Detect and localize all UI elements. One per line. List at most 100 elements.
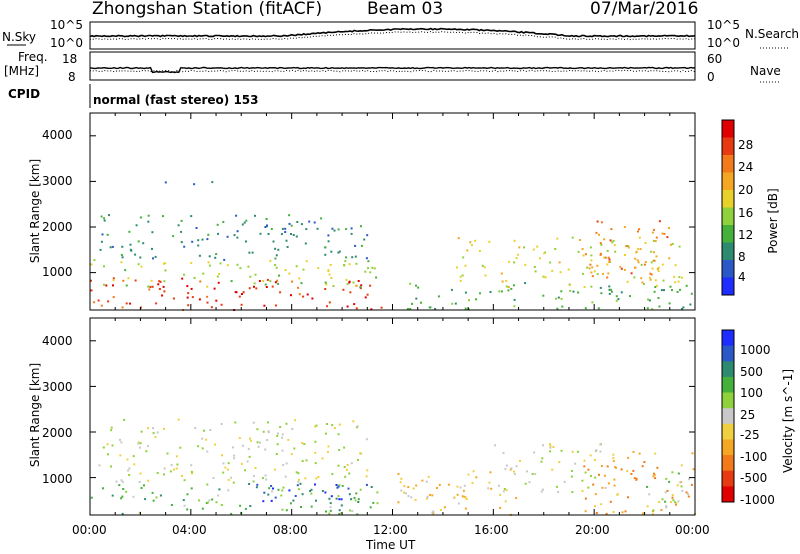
scatter-cell — [510, 287, 513, 290]
scatter-cell — [206, 295, 209, 298]
scatter-cell — [187, 304, 190, 307]
scatter-cell — [365, 475, 368, 478]
noise-sky-label: N.Sky — [2, 30, 37, 44]
velocity-colorbar-frame — [721, 329, 735, 503]
scatter-cell — [125, 490, 128, 493]
scatter-cell — [255, 287, 258, 290]
scatter-cell — [600, 243, 603, 246]
scatter-cell — [498, 484, 500, 487]
scatter-cell — [292, 499, 295, 502]
scatter-cell — [271, 490, 274, 493]
scatter-cell — [581, 490, 584, 492]
scatter-cell — [191, 472, 194, 475]
scatter-cell — [329, 502, 332, 505]
velocity-colorbar-cell — [722, 361, 734, 378]
scatter-cell — [284, 269, 287, 271]
xaxis-label: Time UT — [366, 538, 416, 552]
scatter-cell — [281, 433, 284, 436]
scatter-cell — [655, 255, 658, 258]
scatter-cell — [241, 293, 243, 295]
scatter-cell — [122, 279, 125, 282]
scatter-cell — [463, 484, 466, 487]
noise-right-tick-bottom: 10^0 — [707, 36, 740, 50]
scatter-cell — [630, 272, 633, 275]
scatter-cell — [532, 248, 535, 251]
scatter-cell — [164, 262, 167, 265]
scatter-cell — [369, 284, 372, 287]
scatter-cell — [345, 468, 348, 471]
scatter-cell — [102, 446, 105, 449]
scatter-cell — [451, 302, 454, 305]
scatter-cell — [147, 427, 150, 430]
scatter-cell — [333, 229, 336, 232]
scatter-cell — [567, 268, 570, 271]
scatter-cell — [583, 286, 586, 289]
scatter-cell — [316, 227, 319, 230]
scatter-cell — [281, 449, 284, 452]
scatter-cell — [132, 455, 135, 458]
scatter-cell — [281, 489, 284, 492]
scatter-cell — [489, 291, 492, 293]
scatter-cell — [278, 274, 280, 277]
cpid-label: CPID — [8, 87, 41, 101]
scatter-cell — [211, 181, 214, 184]
scatter-cell — [608, 292, 611, 295]
scatter-cell — [241, 223, 244, 226]
scatter-cell — [447, 483, 450, 486]
power-colorbar-cell — [722, 155, 734, 173]
scatter-cell — [623, 268, 626, 271]
scatter-cell — [193, 183, 196, 186]
scatter-cell — [350, 462, 353, 465]
scatter-cell — [294, 419, 297, 422]
velocity-colorbar-cell — [722, 439, 734, 456]
scatter-cell — [453, 496, 456, 499]
scatter-cell — [369, 506, 372, 509]
scatter-cell — [598, 473, 600, 476]
scatter-cell — [216, 275, 219, 278]
scatter-cell — [93, 301, 96, 304]
scatter-cell — [152, 257, 154, 260]
scatter-cell — [483, 266, 486, 269]
scatter-cell — [302, 268, 305, 271]
scatter-cell — [357, 459, 359, 461]
scatter-cell — [286, 246, 289, 248]
scatter-cell — [499, 493, 502, 496]
scatter-cell — [254, 214, 256, 217]
scatter-cell — [186, 296, 189, 299]
scatter-cell — [593, 270, 596, 273]
scatter-cell — [674, 501, 676, 504]
scatter-cell — [461, 495, 464, 498]
scatter-cell — [263, 491, 266, 494]
scatter-cell — [107, 300, 110, 303]
scatter-cell — [472, 470, 475, 473]
velocity-ylabel: Slant Range [km] — [28, 362, 42, 468]
scatter-cell — [121, 245, 124, 248]
scatter-cell — [370, 308, 373, 311]
scatter-cell — [590, 271, 593, 274]
scatter-cell — [626, 280, 629, 283]
scatter-cell — [589, 246, 592, 249]
scatter-cell — [304, 242, 307, 245]
scatter-cell — [324, 281, 327, 284]
scatter-cell — [513, 305, 516, 308]
scatter-cell — [507, 286, 510, 288]
scatter-cell — [657, 270, 660, 272]
scatter-cell — [180, 230, 183, 233]
scatter-cell — [558, 461, 561, 464]
scatter-cell — [661, 232, 664, 235]
scatter-cell — [611, 290, 613, 293]
scatter-cell — [549, 261, 552, 264]
scatter-cell — [557, 296, 560, 299]
scatter-cell — [646, 307, 649, 310]
scatter-cell — [687, 495, 690, 498]
scatter-cell — [536, 245, 539, 248]
scatter-cell — [513, 239, 516, 242]
scatter-cell — [103, 217, 106, 220]
scatter-cell — [338, 449, 341, 451]
scatter-cell — [613, 484, 616, 487]
scatter-cell — [593, 458, 596, 461]
scatter-cell — [434, 307, 437, 310]
scatter-cell — [152, 432, 155, 435]
scatter-cell — [524, 482, 527, 485]
power-colorbar-cell — [722, 120, 734, 138]
